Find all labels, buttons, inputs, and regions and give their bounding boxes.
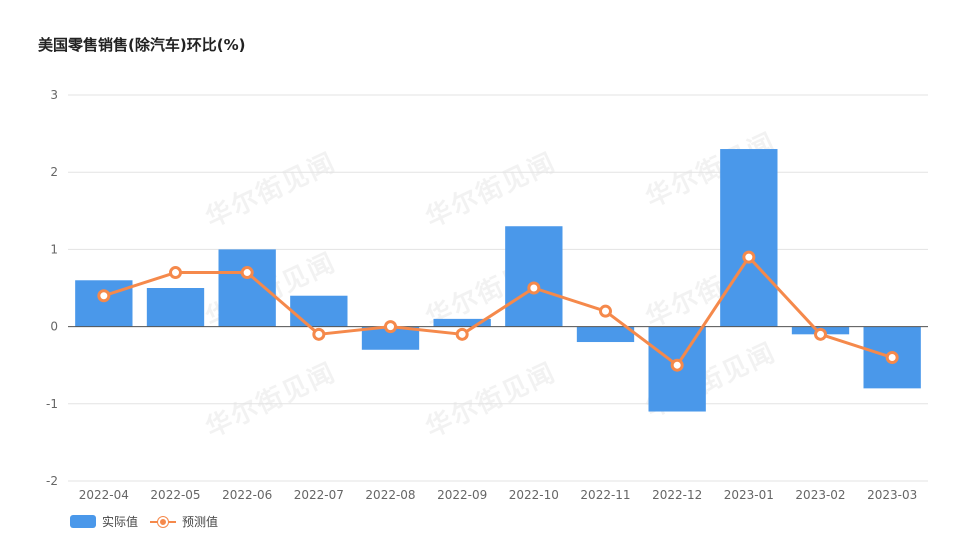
forecast-point bbox=[885, 350, 899, 364]
forecast-point bbox=[384, 320, 397, 334]
bar bbox=[75, 280, 133, 327]
x-tick-label: 2023-03 bbox=[867, 488, 917, 502]
bar bbox=[433, 318, 491, 327]
legend-swatch-forecast bbox=[150, 515, 177, 529]
forecast-point bbox=[599, 304, 612, 318]
forecast-point bbox=[742, 250, 756, 264]
bar bbox=[720, 149, 778, 327]
forecast-point bbox=[312, 327, 326, 341]
x-tick-label: 2022-05 bbox=[150, 488, 200, 502]
forecast-point bbox=[527, 281, 541, 295]
bar bbox=[290, 295, 348, 327]
bar bbox=[146, 288, 205, 327]
forecast-point bbox=[814, 327, 827, 341]
x-tick-label: 2023-01 bbox=[724, 488, 774, 502]
x-tick-label: 2022-12 bbox=[652, 488, 702, 502]
forecast-point bbox=[670, 358, 684, 372]
y-tick-label: 0 bbox=[50, 320, 58, 334]
x-tick-label: 2023-02 bbox=[795, 488, 845, 502]
y-tick-label: 2 bbox=[50, 165, 58, 179]
legend-label-forecast: 预测值 bbox=[182, 515, 219, 529]
y-tick-label: 3 bbox=[50, 88, 58, 102]
legend-label-actual: 实际值 bbox=[102, 515, 139, 529]
x-tick-label: 2022-11 bbox=[580, 488, 630, 502]
legend-item-forecast[interactable]: 预测值 bbox=[150, 513, 218, 530]
legend[interactable]: 实际值 预测值 bbox=[70, 513, 230, 530]
bar bbox=[505, 226, 563, 327]
y-tick-label: -2 bbox=[46, 474, 58, 488]
x-tick-label: 2022-09 bbox=[437, 488, 487, 502]
legend-swatch-actual bbox=[70, 515, 96, 528]
y-tick-label: 1 bbox=[50, 242, 58, 256]
y-tick-label: -1 bbox=[46, 397, 58, 411]
chart-title: 美国零售销售(除汽车)环比(%) bbox=[38, 36, 246, 54]
forecast-point bbox=[455, 327, 469, 341]
forecast-point bbox=[169, 266, 182, 280]
legend-item-actual[interactable]: 实际值 bbox=[70, 513, 138, 530]
bar bbox=[576, 326, 635, 343]
x-tick-label: 2022-04 bbox=[79, 488, 129, 502]
forecast-point bbox=[240, 266, 254, 280]
forecast-point bbox=[97, 289, 111, 303]
bar bbox=[361, 326, 420, 350]
x-tick-label: 2022-06 bbox=[222, 488, 272, 502]
x-tick-label: 2022-08 bbox=[365, 488, 415, 502]
x-tick-label: 2022-10 bbox=[509, 488, 559, 502]
x-tick-label: 2022-07 bbox=[294, 488, 344, 502]
forecast-line bbox=[103, 255, 893, 367]
